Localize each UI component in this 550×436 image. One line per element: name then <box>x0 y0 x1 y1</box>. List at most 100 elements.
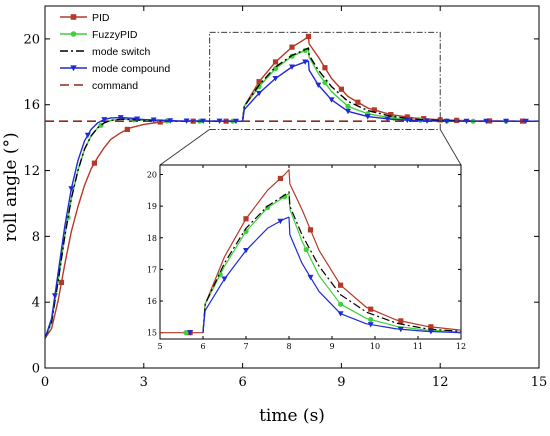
x-axis-title: time (s) <box>259 406 325 426</box>
inset-marker <box>338 282 344 288</box>
main-marker <box>289 44 295 50</box>
legend-entry: command <box>60 80 138 92</box>
main-marker <box>233 118 240 125</box>
main-marker <box>338 86 344 92</box>
main-marker <box>503 118 510 125</box>
main-x-tick-label: 3 <box>140 375 148 390</box>
inset-marker <box>277 175 283 182</box>
main-x-tick-label: 6 <box>238 375 246 390</box>
inset-background <box>160 165 461 339</box>
main-x-tick-label: 0 <box>41 375 49 390</box>
y-axis-title: roll angle (°) <box>1 132 21 241</box>
inset-x-tick-label: 9 <box>329 342 334 351</box>
legend-entry: mode switch <box>60 46 151 58</box>
inset-line <box>202 192 461 333</box>
inset-marker <box>221 276 228 282</box>
inset-y-tick-label: 15 <box>147 329 157 338</box>
main-marker <box>344 108 351 115</box>
inset-series-fuzzypid <box>183 192 461 336</box>
main-marker <box>183 118 190 124</box>
main-marker <box>302 59 309 65</box>
main-marker <box>364 114 371 120</box>
main-marker <box>384 116 391 122</box>
inset-marker <box>337 311 344 317</box>
main-y-tick-label: 16 <box>23 98 40 113</box>
legend-label: command <box>92 80 138 92</box>
inset-marker <box>367 322 374 328</box>
main-y-tick-label: 0 <box>32 362 40 377</box>
inset-marker <box>338 301 344 307</box>
inset-y-tick-label: 17 <box>147 265 157 274</box>
main-marker <box>437 117 443 123</box>
main-marker <box>322 79 328 86</box>
legend-label: mode compound <box>92 63 170 75</box>
main-x-tick-label: 9 <box>337 375 345 390</box>
inset-y-tick-label: 19 <box>147 202 157 211</box>
legend: PID FuzzyPID mode switch mode compound comma… <box>60 12 170 92</box>
inset-marker <box>264 205 271 211</box>
inset-series-mode-compound <box>187 216 461 336</box>
inset-series-mode-switch <box>202 191 461 333</box>
main-marker <box>91 160 97 166</box>
legend-entry: PID <box>60 12 110 24</box>
main-marker <box>355 99 361 105</box>
main-marker <box>463 118 470 125</box>
main-marker <box>150 117 157 123</box>
main-marker <box>216 118 223 125</box>
inset-marker <box>427 329 434 335</box>
inset-line <box>202 191 461 333</box>
main-marker <box>421 116 427 122</box>
main-marker <box>272 59 279 65</box>
zoom-connector-right <box>439 129 462 166</box>
main-marker <box>68 186 75 192</box>
legend-marker <box>70 65 77 72</box>
legend-entry: mode compound <box>60 63 170 75</box>
main-marker <box>404 117 411 124</box>
inset-x-tick-label: 6 <box>200 342 205 351</box>
main-marker <box>167 118 174 124</box>
main-x-tick-label: 15 <box>531 375 548 390</box>
main-marker <box>404 114 410 120</box>
inset-x-tick-label: 12 <box>456 342 466 351</box>
main-x-tick-label: 12 <box>432 375 449 390</box>
legend-label: mode switch <box>92 46 151 58</box>
inset-x-tick-label: 7 <box>243 342 248 351</box>
inset-marker <box>398 318 404 324</box>
main-frame <box>44 5 540 369</box>
inset-x-tick-label: 10 <box>370 342 380 351</box>
main-marker <box>134 116 141 122</box>
inset-marker <box>397 326 404 333</box>
main-marker <box>124 126 130 133</box>
main-marker <box>322 65 328 71</box>
inset-marker <box>183 330 189 336</box>
main-marker <box>272 76 279 82</box>
inset-marker <box>277 218 284 225</box>
main-marker <box>200 118 207 124</box>
legend-label: PID <box>92 12 110 24</box>
inset-x-tick-label: 5 <box>157 342 162 351</box>
inset-line <box>202 216 461 334</box>
inset-y-tick-label: 18 <box>147 234 157 243</box>
inset-marker <box>243 248 249 254</box>
zoom-source-box <box>209 31 441 130</box>
main-marker <box>305 33 312 40</box>
inset-marker <box>303 247 309 253</box>
inset-marker <box>307 274 314 281</box>
main-marker <box>483 118 490 125</box>
main-marker <box>289 64 295 70</box>
legend-label: FuzzyPID <box>92 29 138 41</box>
main-plot: 0 3 6 9 12 15 0 4 8 12 16 20 <box>23 5 548 390</box>
main-y-tick-label: 8 <box>32 230 40 245</box>
main-marker <box>272 65 279 72</box>
inset-frame <box>159 164 462 340</box>
zoom-indicator <box>159 31 462 166</box>
inset-marker <box>243 216 249 222</box>
inset-y-tick-label: 20 <box>147 170 157 179</box>
inset-plot: 5 6 7 8 9 10 11 12 15 16 17 18 19 20 <box>147 164 466 351</box>
zoom-connector-left <box>159 129 210 166</box>
main-marker <box>84 132 91 139</box>
inset-line <box>160 169 461 334</box>
main-series-mode-compound <box>45 59 539 339</box>
